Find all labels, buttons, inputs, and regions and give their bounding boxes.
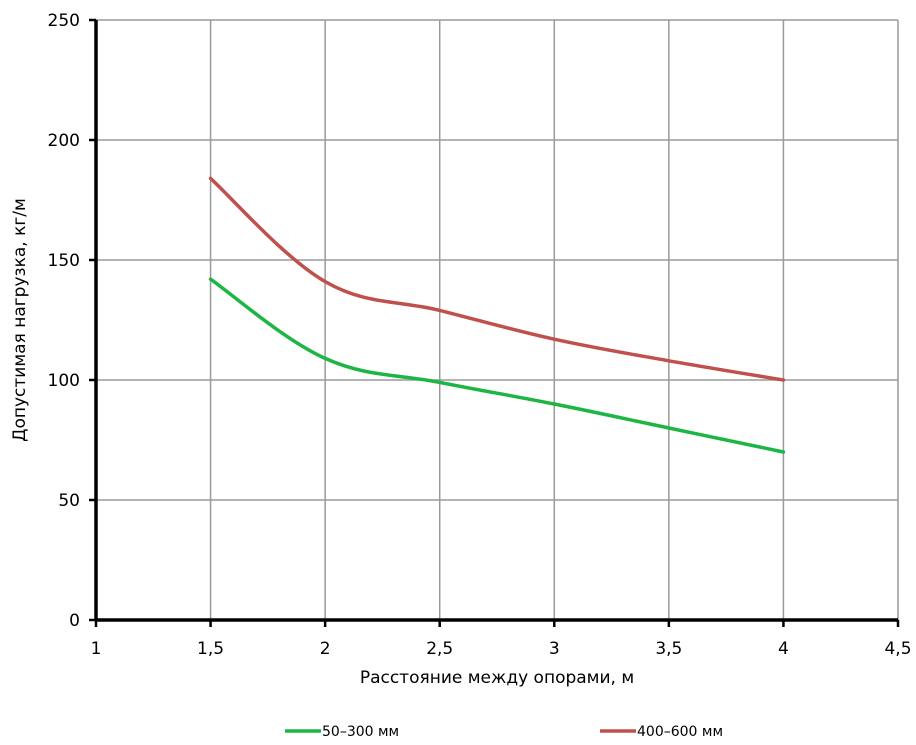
x-tick-label: 3	[549, 639, 560, 659]
y-tick-label: 200	[48, 131, 80, 151]
grid	[96, 19, 899, 620]
axes	[89, 18, 900, 627]
y-tick-label: 0	[69, 611, 80, 631]
series-line-1	[208, 277, 786, 454]
y-tick-label: 150	[48, 251, 80, 271]
y-tick-label: 100	[48, 371, 80, 391]
legend-label: 400–600 мм	[637, 724, 723, 740]
legend: 50–300 мм 400–600 мм	[285, 724, 723, 740]
x-tick-label: 4	[778, 639, 789, 659]
x-tick-label: 1	[91, 639, 102, 659]
legend-label: 50–300 мм	[322, 724, 399, 740]
x-tick-label: 1,5	[197, 639, 224, 659]
x-tick-label: 2,5	[426, 639, 453, 659]
x-tick-label: 2	[320, 639, 331, 659]
y-axis-title: Допустимая нагрузка, кг/м	[10, 198, 30, 442]
y-tick-label: 50	[58, 491, 80, 511]
x-tick-label: 3,5	[655, 639, 682, 659]
tick-labels: 1 1,5 2 2,5 3 3,5 4 4,5 0 50 100 150 200 250	[48, 11, 912, 659]
y-tick-label: 250	[48, 11, 80, 31]
x-axis-title: Расстояние между опорами, м	[360, 668, 634, 688]
x-tick-label: 4,5	[884, 639, 911, 659]
series-lines	[208, 176, 786, 454]
series-line-2	[208, 176, 786, 382]
